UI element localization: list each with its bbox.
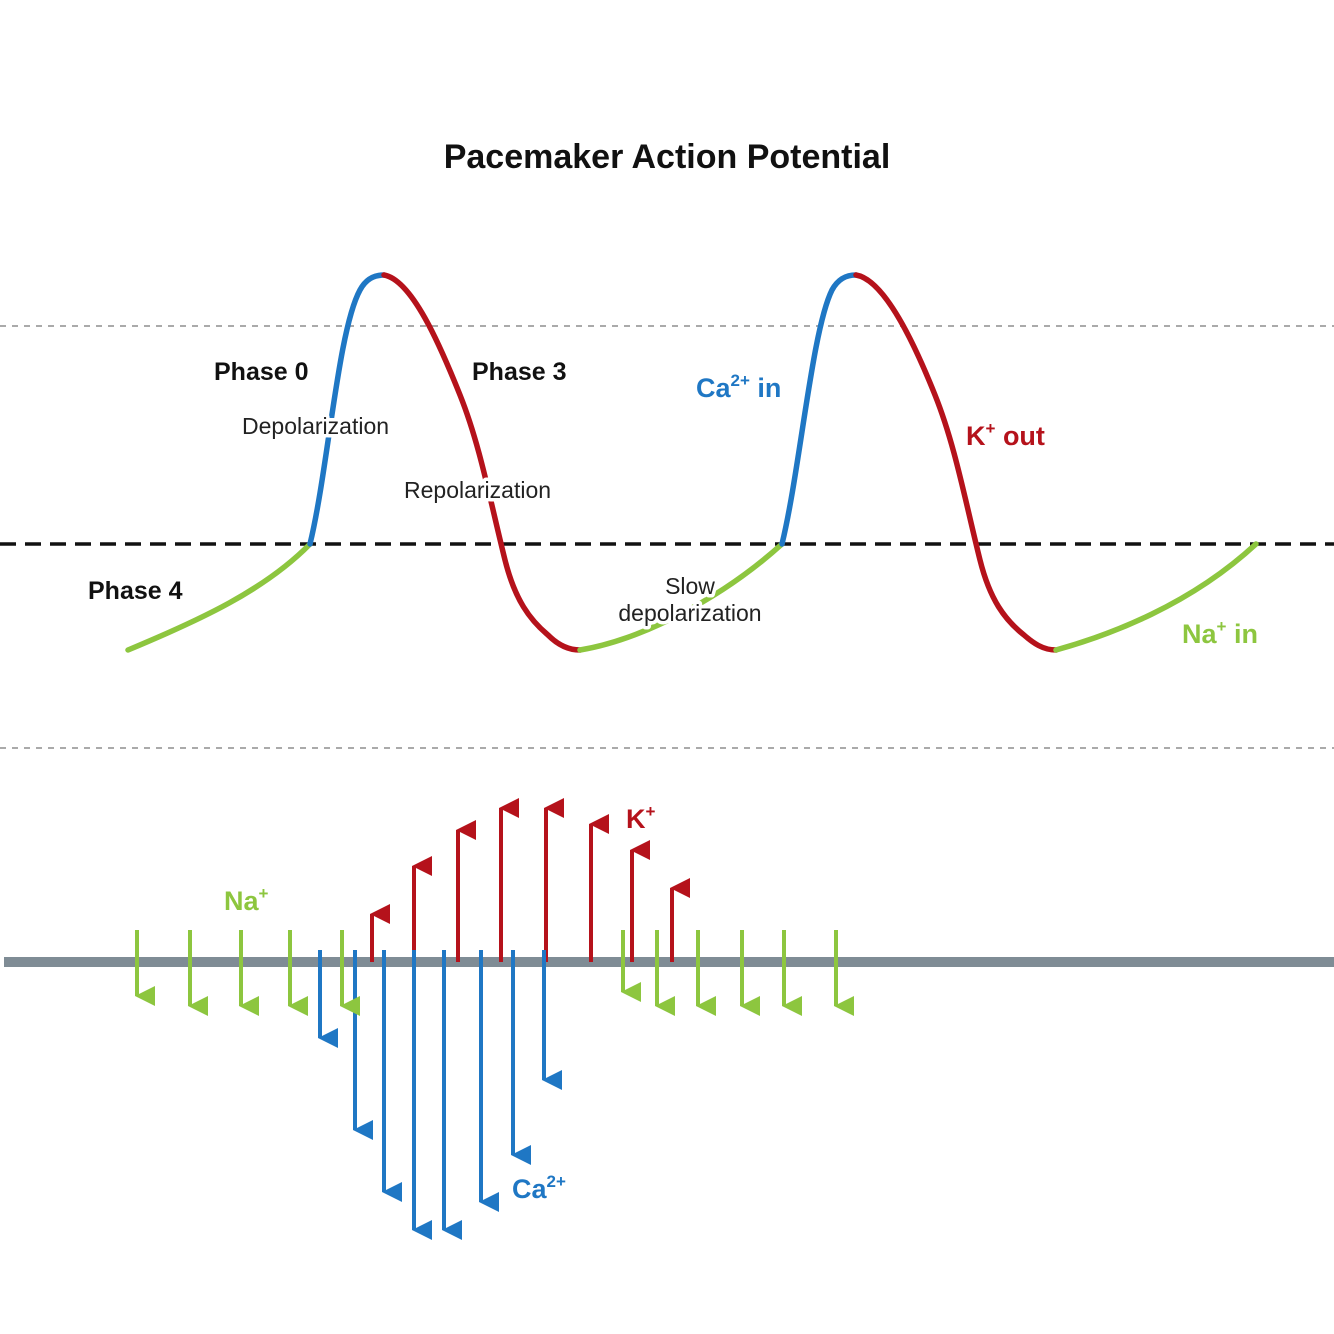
phase0-label: Phase 0 xyxy=(214,358,309,386)
phase4-label: Phase 4 xyxy=(88,577,183,605)
slow-depolarization-line2: depolarization xyxy=(618,600,761,626)
calcium-in-label: Ca2+ in xyxy=(696,371,781,403)
potassium-charge: + xyxy=(646,802,656,821)
trace-phase0-blue xyxy=(307,272,387,547)
sodium-in-suffix: in xyxy=(1226,619,1258,649)
trace-phase4-green-2 xyxy=(1053,541,1259,653)
slow-depolarization-line1: Slow xyxy=(665,573,715,599)
action-potential-trace xyxy=(125,272,1259,653)
calcium-in-base: Ca xyxy=(696,373,731,403)
potassium-label: K+ xyxy=(626,802,656,834)
potassium-out-base: K xyxy=(966,421,986,451)
phase3-description: Repolarization xyxy=(404,477,551,503)
potassium-out-suffix: out xyxy=(995,421,1044,451)
trace-phase3-red-2 xyxy=(853,272,1059,653)
trace-phase4-green xyxy=(125,541,313,653)
phase0-description: Depolarization xyxy=(242,413,389,439)
potassium-arrows xyxy=(370,798,690,962)
trace-phase3-red xyxy=(381,272,583,653)
sodium-label: Na+ xyxy=(224,884,269,916)
potassium-out-label: K+ out xyxy=(966,419,1045,451)
phase3-label: Phase 3 xyxy=(472,358,567,386)
sodium-in-label: Na+ in xyxy=(1182,617,1258,649)
calcium-base: Ca xyxy=(512,1174,547,1204)
calcium-charge: 2+ xyxy=(547,1172,566,1191)
sodium-charge: + xyxy=(259,884,269,903)
diagram-title: Pacemaker Action Potential xyxy=(444,138,891,176)
calcium-in-suffix: in xyxy=(750,373,782,403)
trace-phase0-blue-2 xyxy=(779,272,859,547)
sodium-in-charge: + xyxy=(1217,617,1227,636)
sodium-in-base: Na xyxy=(1182,619,1217,649)
sodium-base: Na xyxy=(224,886,259,916)
calcium-arrows xyxy=(318,950,562,1240)
calcium-in-charge: 2+ xyxy=(731,371,750,390)
potassium-base: K xyxy=(626,804,646,834)
sodium-arrows xyxy=(135,930,854,1016)
calcium-label: Ca2+ xyxy=(512,1172,566,1204)
potassium-out-charge: + xyxy=(986,419,996,438)
trace-slow-depol-green xyxy=(577,541,785,653)
